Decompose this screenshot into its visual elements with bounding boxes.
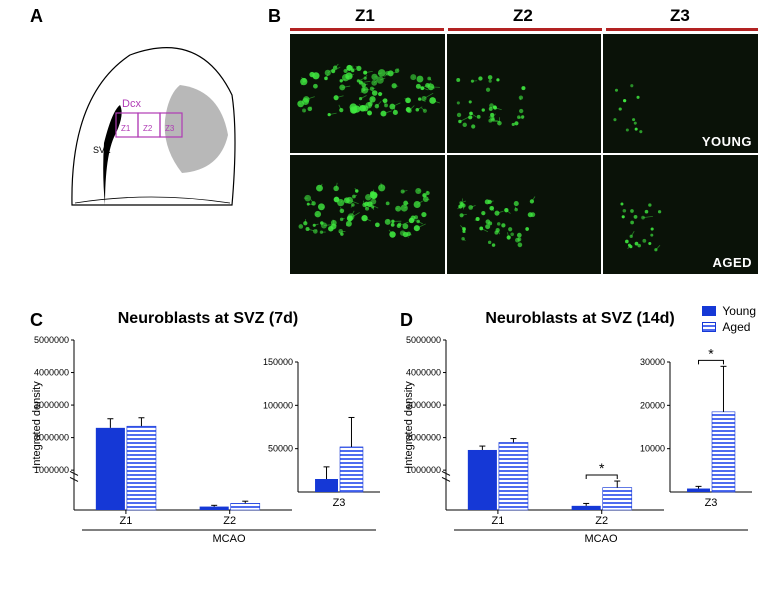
row-label-young: YOUNG [702, 134, 752, 149]
chart-c-title: Neuroblasts at SVZ (7d) [28, 310, 388, 328]
svg-text:Z2: Z2 [143, 124, 153, 133]
chart-c: Neuroblasts at SVZ (7d) 1000000200000030… [28, 310, 388, 580]
brain-coronal-schematic: SVZ Dcx Z1 Z2 Z3 [60, 35, 240, 215]
panel-label-a: A [30, 6, 43, 27]
micro-young-z1 [290, 34, 445, 153]
zone-label-z1: Z1 [355, 6, 375, 26]
row-label-aged: AGED [712, 255, 752, 270]
zone-label-z2: Z2 [513, 6, 533, 26]
svg-text:Integrated density: Integrated density [403, 381, 415, 469]
svg-text:5000000: 5000000 [34, 335, 69, 345]
svg-text:*: * [599, 460, 605, 476]
svg-text:4000000: 4000000 [406, 368, 441, 378]
svg-text:Z3: Z3 [165, 124, 175, 133]
micro-young-z2 [447, 34, 602, 153]
zone-label-z3: Z3 [670, 6, 690, 26]
micro-aged-z3: AGED [603, 155, 758, 274]
chart-d: Neuroblasts at SVZ (14d) Young Aged 1000… [400, 310, 760, 580]
svg-text:10000: 10000 [640, 444, 665, 454]
svg-text:Z3: Z3 [333, 497, 346, 509]
svg-text:Z1: Z1 [119, 515, 132, 527]
svg-text:MCAO: MCAO [213, 533, 246, 544]
micrograph-grid: YOUNG AGED [290, 34, 758, 274]
micro-aged-z1 [290, 155, 445, 274]
svg-text:Z1: Z1 [491, 515, 504, 527]
panel-a-schematic: SVZ Dcx Z1 Z2 Z3 [60, 35, 240, 215]
legend-swatch-young [702, 306, 716, 316]
zone-bar-3 [606, 28, 758, 31]
svg-text:20000: 20000 [640, 400, 665, 410]
panel-label-b: B [268, 6, 281, 27]
svg-text:MCAO: MCAO [585, 533, 618, 544]
dcx-label: Dcx [122, 98, 141, 110]
chart-c-svg: 10000002000000300000040000005000000Integ… [28, 334, 388, 544]
legend-label-young: Young [722, 304, 756, 318]
svg-text:Z2: Z2 [223, 515, 236, 527]
svg-text:Z3: Z3 [705, 497, 718, 509]
legend-label-aged: Aged [722, 320, 750, 334]
panel-b-micrographs: Z1 Z2 Z3 YOUNG AGED [290, 6, 760, 274]
micro-young-z3: YOUNG [603, 34, 758, 153]
svg-text:150000: 150000 [263, 357, 293, 367]
legend-swatch-aged [702, 322, 716, 332]
svg-text:Z2: Z2 [595, 515, 608, 527]
svg-text:Z1: Z1 [121, 124, 131, 133]
chart-d-svg: 10000002000000300000040000005000000Integ… [400, 334, 760, 544]
svg-text:100000: 100000 [263, 400, 293, 410]
svg-text:Integrated density: Integrated density [31, 381, 43, 469]
svg-text:30000: 30000 [640, 357, 665, 367]
zone-bar-1 [290, 28, 444, 31]
zone-bar-2 [448, 28, 602, 31]
chart-legend: Young Aged [702, 304, 756, 336]
svg-text:*: * [708, 345, 714, 361]
micro-aged-z2 [447, 155, 602, 274]
zone-headers: Z1 Z2 Z3 [290, 6, 760, 34]
svg-text:5000000: 5000000 [406, 335, 441, 345]
svg-text:SVZ: SVZ [93, 145, 111, 155]
svg-text:50000: 50000 [268, 444, 293, 454]
svg-text:4000000: 4000000 [34, 368, 69, 378]
